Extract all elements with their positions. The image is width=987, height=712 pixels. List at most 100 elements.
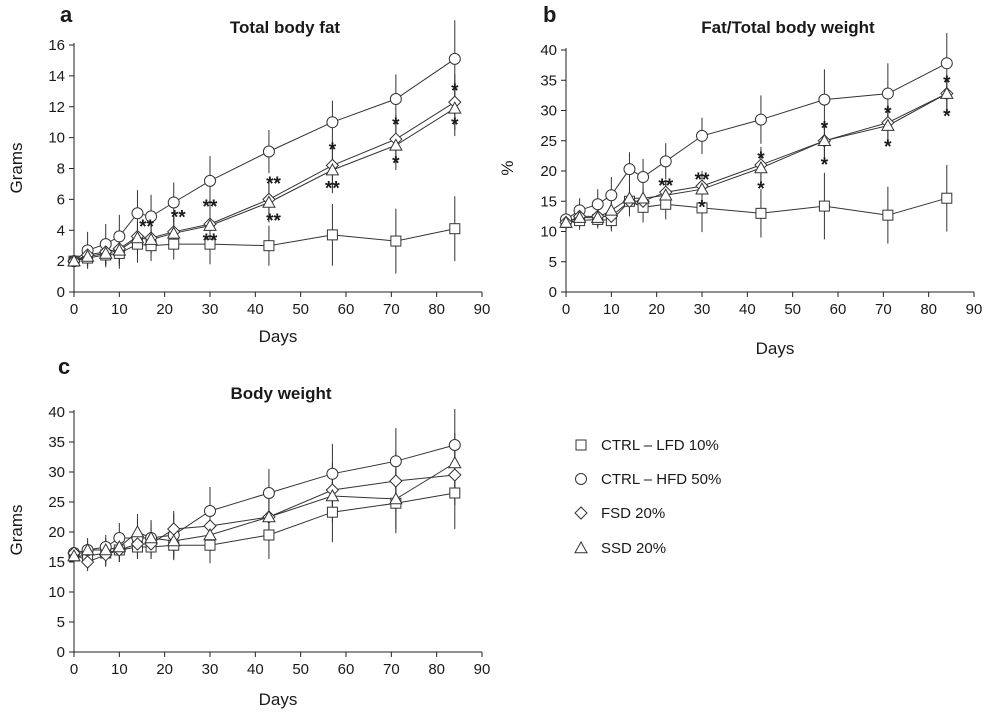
data-point (98, 542, 113, 556)
data-point (166, 533, 181, 547)
y-tick-label: 10 (48, 584, 65, 601)
data-point (939, 86, 954, 99)
legend-label: CTRL – LFD 10% (601, 437, 719, 454)
data-point (80, 555, 95, 569)
markers-fsd (67, 468, 462, 569)
data-point (623, 163, 636, 176)
legend-label: CTRL – HFD 50% (601, 471, 721, 488)
y-tick-label: 40 (48, 404, 65, 421)
significance-mark: ** (203, 197, 218, 218)
data-point (622, 191, 637, 204)
x-tick-label: 40 (247, 661, 264, 678)
data-point (637, 171, 650, 184)
data-point (204, 539, 216, 551)
x-tick-label: 70 (383, 661, 400, 678)
data-point (559, 215, 573, 228)
data-point (326, 467, 339, 480)
data-point (818, 93, 831, 106)
data-point (389, 491, 403, 505)
significance-mark: ** (171, 208, 186, 229)
data-point (130, 537, 145, 551)
x-tick-label: 50 (784, 301, 801, 318)
data-point (130, 524, 145, 538)
x-tick-label: 50 (292, 661, 309, 678)
x-tick-label: 20 (648, 301, 665, 318)
data-point (448, 52, 461, 65)
data-point (130, 230, 145, 244)
data-point (572, 210, 587, 223)
y-tick-label: 25 (540, 133, 557, 150)
data-point (203, 527, 217, 541)
data-point (659, 155, 672, 168)
y-tick-label: 8 (57, 161, 65, 178)
significance-mark: * (698, 197, 706, 218)
significance-mark: * (884, 137, 892, 158)
y-tick-label: 10 (48, 130, 65, 147)
data-point (818, 200, 830, 212)
data-point (80, 542, 95, 556)
significance-mark: ** (325, 178, 340, 199)
x-tick-label: 10 (603, 301, 620, 318)
data-point (167, 196, 180, 209)
panel-a: a Total body fat Grams Days 0 2 4 6 8 10 12 14 16 0 10… (7, 2, 490, 346)
x-tick-label: 30 (694, 301, 711, 318)
y-axis-label: Grams (7, 505, 26, 556)
x-tick-label: 70 (875, 301, 892, 318)
y-tick-label: 6 (57, 191, 65, 208)
x-tick-label: 60 (830, 301, 847, 318)
series-ctrl (565, 164, 948, 244)
data-point (658, 188, 673, 201)
data-point (940, 57, 953, 70)
data-point (817, 133, 832, 147)
data-point (113, 230, 126, 243)
x-tick-label: 30 (202, 301, 219, 318)
x-tick-label: 80 (920, 301, 937, 318)
panel-b: b Fat/Total body weight% Days 0 5 10 15 20 25 30 3… (498, 2, 982, 358)
significance-mark: ** (695, 170, 710, 191)
x-tick-label: 50 (292, 301, 309, 318)
significance-mark: * (392, 115, 400, 136)
data-point (695, 182, 709, 195)
significance-mark: * (757, 149, 765, 170)
y-tick-label: 12 (48, 99, 65, 116)
y-tick-label: 20 (48, 524, 65, 541)
y-tick-label: 2 (57, 253, 65, 270)
x-tick-label: 0 (70, 301, 78, 318)
legend-label: SSD 20% (601, 540, 666, 557)
x-tick-label: 10 (111, 661, 128, 678)
data-point (203, 218, 217, 231)
x-tick-label: 80 (428, 661, 445, 678)
y-tick-label: 4 (57, 222, 65, 239)
significance-mark: * (329, 140, 337, 161)
data-point (112, 243, 127, 256)
y-tick-label: 40 (540, 42, 557, 59)
data-point (447, 101, 462, 114)
data-point (447, 455, 462, 469)
y-tick-label: 0 (549, 284, 557, 301)
x-tick-label: 30 (202, 661, 219, 678)
x-tick-label: 90 (474, 661, 491, 678)
data-point (145, 210, 158, 223)
data-point (326, 229, 338, 241)
data-point (941, 192, 953, 204)
y-tick-label: 10 (540, 224, 557, 241)
significance-mark: * (821, 155, 829, 176)
x-tick-label: 90 (966, 301, 983, 318)
data-point (389, 93, 402, 106)
significance-mark: * (884, 103, 892, 124)
significance-mark: ** (139, 217, 154, 238)
data-point (67, 254, 81, 267)
data-point (605, 189, 618, 202)
significance-mark: * (392, 154, 400, 175)
significance-mark: ** (203, 231, 218, 252)
x-tick-label: 70 (383, 301, 400, 318)
data-point (389, 138, 403, 151)
x-axis-label: Days (259, 327, 298, 346)
x-tick-label: 40 (739, 301, 756, 318)
data-point (449, 487, 461, 499)
data-point (67, 548, 81, 562)
x-tick-label: 40 (247, 301, 264, 318)
data-point (590, 210, 605, 223)
data-point (696, 129, 708, 142)
data-point (166, 226, 181, 239)
